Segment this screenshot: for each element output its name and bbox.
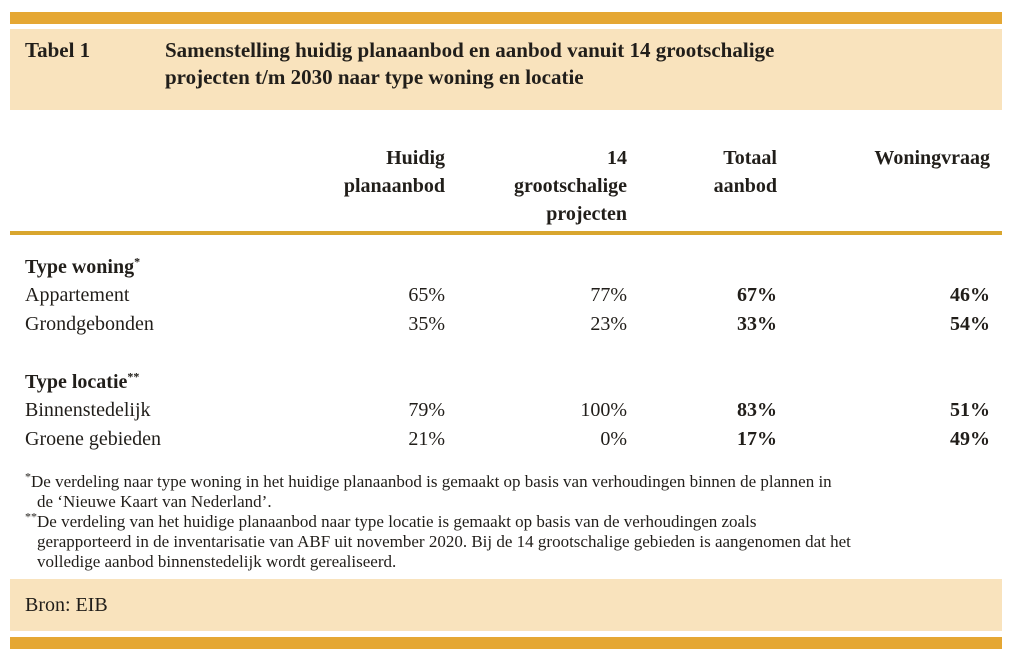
cell-value: 17% — [737, 428, 777, 450]
table-row: Appartement 65% 77% 67% 46% — [10, 281, 1002, 310]
bottom-accent-bar — [10, 637, 1002, 649]
cell-value: 67% — [737, 284, 777, 306]
section-type-woning: Type woning* Appartement 65% 77% 67% 46%… — [10, 253, 1002, 339]
cell-value: 49% — [950, 428, 990, 450]
cell-value: 100% — [580, 399, 627, 421]
header-divider-rule — [10, 231, 1002, 235]
footnote-marker: * — [25, 469, 31, 484]
cell-value: 23% — [590, 313, 627, 335]
cell-value: 51% — [950, 399, 990, 421]
footnote-marker: ** — [127, 369, 140, 384]
row-label: Groene gebieden — [25, 428, 162, 450]
section-heading-text: Type woning — [25, 256, 135, 278]
cell-value: 33% — [737, 313, 777, 335]
cell-value: 46% — [950, 284, 990, 306]
section-heading-text: Type locatie — [25, 371, 128, 393]
table-row: Binnenstedelijk 79% 100% 83% 51% — [10, 396, 1002, 425]
cell-value: 0% — [600, 428, 627, 450]
table-number: Tabel 1 — [25, 38, 91, 62]
source-band: Bron: EIB — [10, 579, 1002, 631]
section-type-locatie: Type locatie** Binnenstedelijk 79% 100% … — [10, 368, 1002, 454]
footnote-text: De verdeling naar type woning in het hui… — [31, 472, 832, 511]
footnote-text: De verdeling van het huidige planaanbod … — [37, 512, 851, 571]
cell-value: 77% — [590, 284, 627, 306]
table-row: Grondgebonden 35% 23% 33% 54% — [10, 310, 1002, 339]
row-label: Appartement — [25, 284, 130, 306]
row-label: Binnenstedelijk — [25, 399, 151, 421]
top-accent-bar — [10, 12, 1002, 24]
cell-value: 54% — [950, 313, 990, 335]
row-label: Grondgebonden — [25, 313, 154, 335]
column-header-woningvraag: Woningvraag — [874, 147, 990, 169]
table-title: Samenstelling huidig planaanbod en aanbo… — [165, 38, 775, 89]
footnotes-block: *De verdeling naar type woning in het hu… — [10, 469, 1002, 572]
column-header-14-grootschalige-projecten: 14 grootschalige projecten — [514, 147, 627, 225]
table-row: Groene gebieden 21% 0% 17% 49% — [10, 425, 1002, 454]
footnote-marker: * — [134, 254, 141, 269]
column-header-totaal-aanbod: Totaal aanbod — [713, 147, 777, 197]
cell-value: 83% — [737, 399, 777, 421]
section-heading: Type locatie** — [10, 368, 1002, 396]
cell-value: 65% — [408, 284, 445, 306]
footnote-2: **De verdeling van het huidige planaanbo… — [10, 509, 1002, 572]
column-header-huidig-planaanbod: Huidig planaanbod — [343, 147, 445, 197]
column-header-row: Huidig planaanbod 14 grootschalige proje… — [10, 144, 1002, 228]
section-heading: Type woning* — [10, 253, 1002, 281]
cell-value: 35% — [408, 313, 445, 335]
table-title-band: Tabel 1 Samenstelling huidig planaanbod … — [10, 29, 1002, 110]
footnote-marker: ** — [25, 509, 37, 524]
footnote-1: *De verdeling naar type woning in het hu… — [10, 469, 1002, 512]
cell-value: 79% — [408, 399, 445, 421]
source-text: Bron: EIB — [25, 593, 108, 616]
cell-value: 21% — [408, 428, 445, 450]
